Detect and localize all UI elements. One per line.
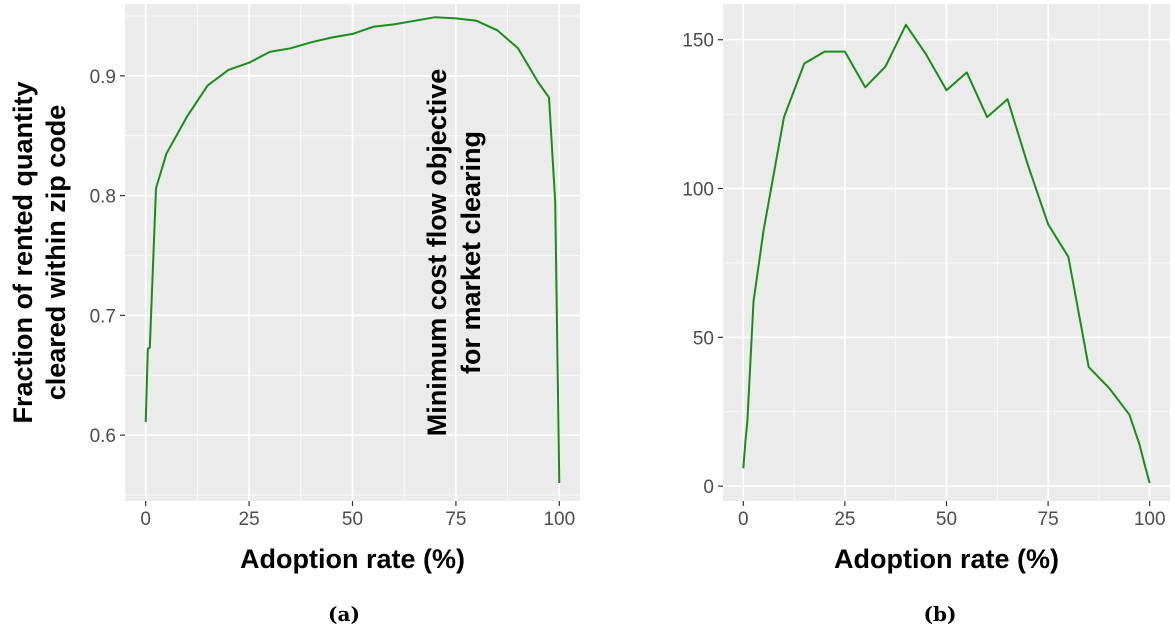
chart-panel-a: 0 25 50 75 100 0.6 0.7 0.8 0.9 Adoption rate (%) F… (8, 4, 580, 626)
x-tick-label: 75 (1038, 509, 1059, 530)
x-tick-label: 50 (936, 509, 957, 530)
x-tick-label: 25 (834, 509, 855, 530)
panel-caption: (a) (328, 602, 360, 626)
x-axis-title: Adoption rate (%) (834, 544, 1059, 574)
y-axis-title-line: for market clearing (456, 131, 486, 374)
x-tick-label: 75 (445, 509, 466, 530)
series-line (742, 23, 1151, 484)
chart-panel-b: 0 25 50 75 100 0 50 100 150 Adoption rate (%) Mini… (422, 4, 1170, 626)
y-tick-label: 0.6 (90, 426, 116, 447)
x-tick-label: 100 (1134, 509, 1166, 530)
x-tick-label: 50 (342, 509, 363, 530)
panel-caption: (b) (924, 602, 957, 626)
series-line (144, 16, 561, 484)
x-tick-label: 0 (738, 509, 749, 530)
y-tick-label: 100 (682, 180, 714, 201)
y-tick-label: 0.7 (90, 306, 116, 327)
y-tick-label: 0 (703, 477, 714, 498)
y-axis-title-line: Minimum cost flow objective (422, 69, 452, 437)
y-axis-title-line: cleared within zip code (41, 105, 71, 401)
y-tick-label: 150 (682, 31, 714, 52)
y-tick-label: 0.9 (90, 67, 116, 88)
y-tick-label: 0.8 (90, 187, 116, 208)
y-axis-title-line: Fraction of rented quantity (8, 81, 38, 423)
x-tick-label: 25 (239, 509, 260, 530)
x-tick-label: 0 (140, 509, 151, 530)
y-tick-label: 50 (693, 328, 714, 349)
x-axis-title: Adoption rate (%) (240, 544, 465, 574)
x-tick-label: 100 (543, 509, 575, 530)
